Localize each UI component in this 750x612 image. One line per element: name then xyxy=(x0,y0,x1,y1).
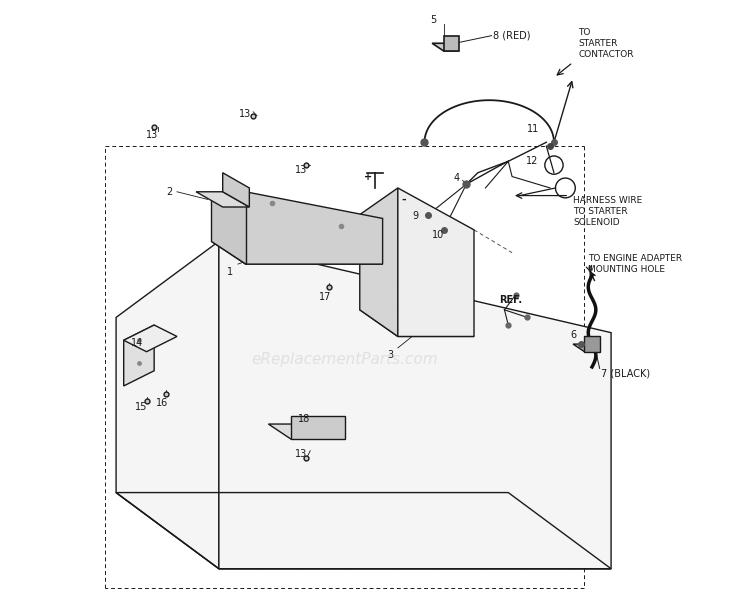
Polygon shape xyxy=(398,188,474,337)
Polygon shape xyxy=(219,241,611,569)
Text: 13: 13 xyxy=(239,109,252,119)
Polygon shape xyxy=(245,192,382,264)
Polygon shape xyxy=(223,173,249,207)
Text: 13: 13 xyxy=(295,165,307,176)
Text: -: - xyxy=(402,195,406,205)
Text: +: + xyxy=(364,173,372,182)
Polygon shape xyxy=(584,337,600,352)
Text: 1: 1 xyxy=(227,267,233,277)
Polygon shape xyxy=(432,43,459,51)
Polygon shape xyxy=(196,192,249,207)
Polygon shape xyxy=(124,325,154,386)
Text: 16: 16 xyxy=(156,398,168,408)
Text: 13: 13 xyxy=(295,449,307,460)
Text: 15: 15 xyxy=(135,402,148,412)
Text: 11: 11 xyxy=(526,124,538,134)
Text: TO ENGINE ADAPTER
MOUNTING HOLE: TO ENGINE ADAPTER MOUNTING HOLE xyxy=(588,254,682,274)
Text: 2: 2 xyxy=(166,187,172,197)
Polygon shape xyxy=(573,344,600,352)
Polygon shape xyxy=(291,416,344,439)
Polygon shape xyxy=(360,310,474,337)
Text: 12: 12 xyxy=(526,156,538,166)
Text: 6: 6 xyxy=(570,330,576,340)
Polygon shape xyxy=(211,192,245,264)
Text: 18: 18 xyxy=(298,414,310,424)
Text: 4: 4 xyxy=(454,173,460,183)
Polygon shape xyxy=(360,188,398,337)
Polygon shape xyxy=(211,241,382,264)
Polygon shape xyxy=(116,493,611,569)
Text: 8 (RED): 8 (RED) xyxy=(493,31,530,40)
Text: eReplacementParts.com: eReplacementParts.com xyxy=(251,352,438,367)
Text: HARNESS WIRE
TO STARTER
SOLENOID: HARNESS WIRE TO STARTER SOLENOID xyxy=(573,196,642,227)
Polygon shape xyxy=(268,424,344,439)
Text: 9: 9 xyxy=(413,211,419,221)
Text: 10: 10 xyxy=(432,230,444,240)
Text: 3: 3 xyxy=(387,351,393,360)
Text: 5: 5 xyxy=(430,15,436,26)
Text: REF.: REF. xyxy=(500,295,522,305)
Polygon shape xyxy=(116,241,219,569)
Text: TO
STARTER
CONTACTOR: TO STARTER CONTACTOR xyxy=(578,28,634,59)
Text: 14: 14 xyxy=(130,338,142,348)
Text: 13: 13 xyxy=(146,130,158,140)
Polygon shape xyxy=(443,35,459,51)
Polygon shape xyxy=(124,325,177,352)
Text: 17: 17 xyxy=(320,292,332,302)
Text: 7 (BLACK): 7 (BLACK) xyxy=(602,368,650,378)
